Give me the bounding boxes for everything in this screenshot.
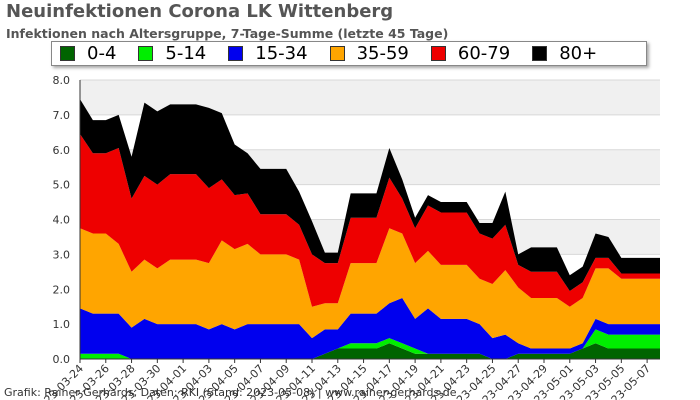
series-area-5-14 xyxy=(80,329,660,359)
y-tick-label: 5.0 xyxy=(53,179,71,192)
legend-label: 5-14 xyxy=(165,43,207,64)
legend-item-0-4: 0-4 xyxy=(60,43,116,64)
legend-swatch xyxy=(532,46,548,61)
y-tick-label: 1.0 xyxy=(53,318,71,331)
legend-item-60-79: 60-79 xyxy=(430,43,511,64)
legend-item-80+: 80+ xyxy=(532,43,597,64)
y-tick-label: 0.0 xyxy=(53,353,71,366)
y-tick-label: 3.0 xyxy=(53,248,71,261)
y-tick-labels: 0.0 1.0 2.0 3.0 4.0 5.0 6.0 7.0 8.0 xyxy=(53,74,71,366)
series-area-35-59 xyxy=(80,228,660,349)
legend-swatch xyxy=(430,46,446,61)
legend-label: 35-59 xyxy=(356,43,409,64)
series-areas xyxy=(80,99,660,359)
footer-credit: Grafik: Rainer Gerhards, Daten: RKI (Sta… xyxy=(4,386,457,399)
axes xyxy=(79,80,660,363)
legend-item-35-59: 35-59 xyxy=(329,43,409,64)
y-tick-label: 6.0 xyxy=(53,144,71,157)
y-tick-label: 7.0 xyxy=(53,109,71,122)
series-area-0-4 xyxy=(80,343,660,359)
legend-swatch xyxy=(138,46,154,61)
legend-label: 0-4 xyxy=(87,43,117,64)
series-area-15-34 xyxy=(80,297,660,359)
legend-swatch xyxy=(228,46,244,61)
legend-label: 60-79 xyxy=(457,43,511,64)
legend-swatch xyxy=(60,46,75,61)
legend-label: 15-34 xyxy=(255,43,308,64)
chart-subtitle: Infektionen nach Altersgruppe, 7-Tage-Su… xyxy=(6,26,449,41)
legend-label: 80+ xyxy=(559,43,598,64)
series-area-80+ xyxy=(80,99,660,291)
legend: 0-4 5-14 15-34 35-59 60-79 80+ xyxy=(51,41,647,66)
y-tick-label: 4.0 xyxy=(53,214,71,227)
series-area-60-79 xyxy=(80,134,660,307)
legend-swatch xyxy=(329,46,345,61)
y-tick-label: 8.0 xyxy=(53,74,71,87)
legend-item-5-14: 5-14 xyxy=(138,43,206,64)
y-tick-label: 2.0 xyxy=(53,283,71,296)
legend-item-15-34: 15-34 xyxy=(228,43,308,64)
chart-title: Neuinfektionen Corona LK Wittenberg xyxy=(6,1,394,22)
